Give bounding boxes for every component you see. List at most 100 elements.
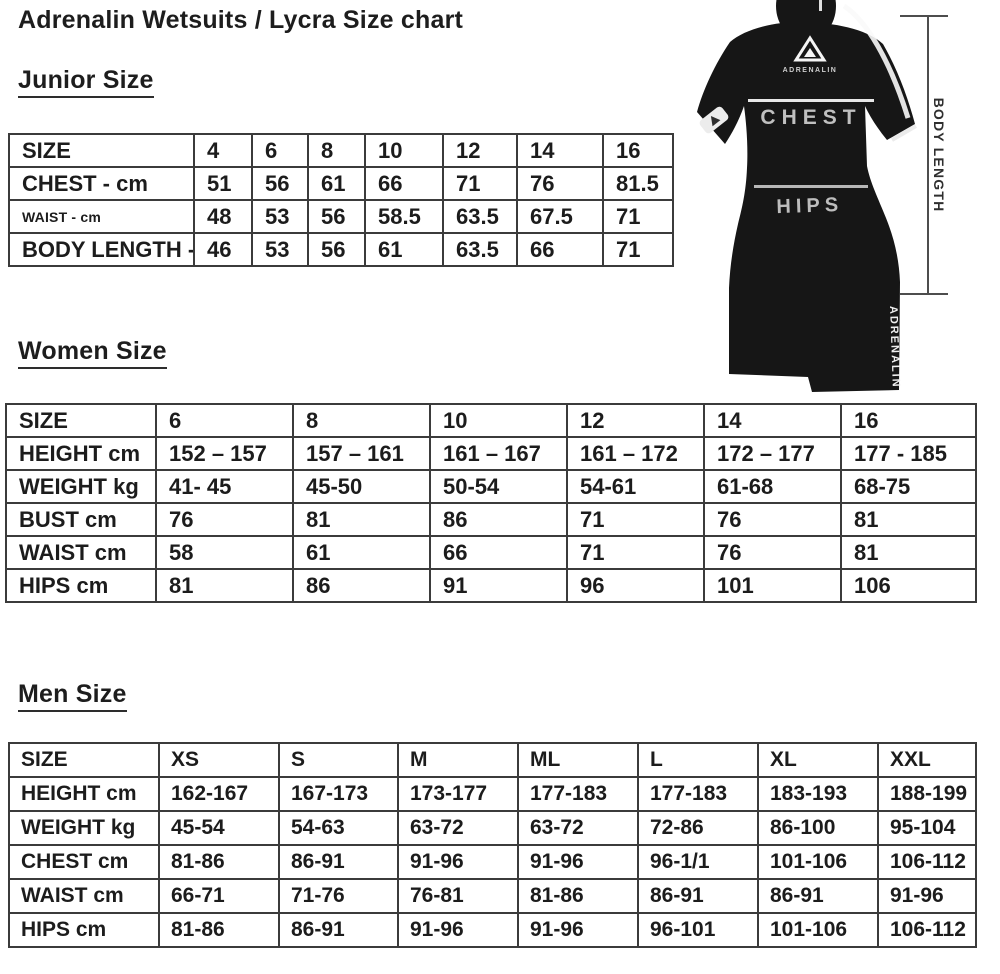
row-header: WEIGHT kg — [5, 469, 157, 504]
size-cell: 81-86 — [517, 878, 639, 914]
size-cell: 50-54 — [429, 469, 568, 504]
size-cell: 106-112 — [877, 844, 977, 880]
size-cell: 101-106 — [757, 844, 879, 880]
size-cell: XS — [158, 742, 280, 778]
size-cell: S — [278, 742, 399, 778]
size-cell: XL — [757, 742, 879, 778]
table-row: WAIST - cm 48 53 56 58.5 63.5 67.5 71 — [8, 199, 674, 234]
size-cell: 81 — [840, 535, 977, 570]
size-cell: 172 – 177 — [703, 436, 842, 471]
row-header: BODY LENGTH - cm — [8, 232, 195, 267]
size-cell: 61 — [364, 232, 444, 267]
size-cell: 81 — [155, 568, 294, 603]
size-cell: 51 — [193, 166, 253, 201]
table-row: CHEST cm 81-86 86-91 91-96 91-96 96-1/1 101-10… — [8, 844, 977, 880]
size-cell: 66 — [429, 535, 568, 570]
size-cell: 81 — [292, 502, 431, 537]
size-cell: 72-86 — [637, 810, 759, 846]
size-cell: 86-91 — [278, 912, 399, 948]
size-cell: 12 — [566, 403, 705, 438]
junior-size-heading: Junior Size — [18, 66, 154, 98]
size-cell: 101-106 — [757, 912, 879, 948]
size-cell: 91-96 — [517, 844, 639, 880]
size-cell: 14 — [516, 133, 604, 168]
size-cell: 81-86 — [158, 844, 280, 880]
size-cell: 81 — [840, 502, 977, 537]
size-cell: 41- 45 — [155, 469, 294, 504]
chest-label: CHEST — [760, 106, 861, 129]
size-cell: 96 — [566, 568, 705, 603]
size-cell: 96-101 — [637, 912, 759, 948]
table-row: SIZE XS S M ML L XL XXL — [8, 742, 977, 778]
men-size-table: SIZE XS S M ML L XL XXL HEIGHT cm 162-167 167-173 1… — [8, 742, 977, 948]
size-cell: L — [637, 742, 759, 778]
size-cell: 91-96 — [397, 912, 519, 948]
row-header: HEIGHT cm — [5, 436, 157, 471]
size-cell: 12 — [442, 133, 518, 168]
size-cell: 8 — [307, 133, 366, 168]
size-cell: 76 — [516, 166, 604, 201]
size-cell: 63-72 — [397, 810, 519, 846]
size-cell: 76 — [155, 502, 294, 537]
size-cell: 56 — [251, 166, 309, 201]
size-cell: 167-173 — [278, 776, 399, 812]
size-cell: ML — [517, 742, 639, 778]
row-header: CHEST - cm — [8, 166, 195, 201]
women-size-heading: Women Size — [18, 337, 167, 369]
size-cell: 106-112 — [877, 912, 977, 948]
size-cell: 71 — [442, 166, 518, 201]
size-cell: 46 — [193, 232, 253, 267]
row-header: SIZE — [8, 742, 160, 778]
size-cell: 76-81 — [397, 878, 519, 914]
row-header: WAIST - cm — [8, 199, 195, 234]
chest-line — [748, 99, 874, 102]
size-cell: 86-100 — [757, 810, 879, 846]
leg-brand-text: ADRENALIN — [887, 306, 902, 389]
body-length-dimension-line — [900, 15, 948, 295]
size-cell: 152 – 157 — [155, 436, 294, 471]
size-cell: 56 — [307, 232, 366, 267]
page-title: Adrenalin Wetsuits / Lycra Size chart — [18, 6, 464, 34]
size-cell: 58 — [155, 535, 294, 570]
size-cell: 71-76 — [278, 878, 399, 914]
size-cell: 177 - 185 — [840, 436, 977, 471]
size-cell: 183-193 — [757, 776, 879, 812]
size-cell: 10 — [364, 133, 444, 168]
zipper-icon — [819, 0, 822, 11]
row-header: HEIGHT cm — [8, 776, 160, 812]
size-cell: 53 — [251, 232, 309, 267]
wetsuit-silhouette — [697, 21, 915, 392]
size-cell: 6 — [155, 403, 294, 438]
row-header: HIPS cm — [8, 912, 160, 948]
table-row: WAIST cm 58 61 66 71 76 81 — [5, 535, 977, 570]
table-row: HIPS cm 81 86 91 96 101 106 — [5, 568, 977, 603]
size-cell: 53 — [251, 199, 309, 234]
size-cell: 45-50 — [292, 469, 431, 504]
size-cell: 63-72 — [517, 810, 639, 846]
size-cell: 48 — [193, 199, 253, 234]
size-cell: 76 — [703, 535, 842, 570]
size-cell: 188-199 — [877, 776, 977, 812]
size-cell: 54-61 — [566, 469, 705, 504]
size-cell: 101 — [703, 568, 842, 603]
table-row: HEIGHT cm 162-167 167-173 173-177 177-183 177… — [8, 776, 977, 812]
size-cell: 162-167 — [158, 776, 280, 812]
size-cell: 91-96 — [517, 912, 639, 948]
table-row: CHEST - cm 51 56 61 66 71 76 81.5 — [8, 166, 674, 201]
size-cell: 10 — [429, 403, 568, 438]
size-cell: 16 — [602, 133, 674, 168]
size-cell: 86-91 — [757, 878, 879, 914]
body-length-label: BODY LENGTH — [931, 98, 947, 213]
size-cell: 86 — [429, 502, 568, 537]
size-cell: 63.5 — [442, 199, 518, 234]
size-cell: 161 – 167 — [429, 436, 568, 471]
size-cell: 66 — [364, 166, 444, 201]
size-cell: 96-1/1 — [637, 844, 759, 880]
size-cell: 86-91 — [278, 844, 399, 880]
size-cell: 95-104 — [877, 810, 977, 846]
size-cell: 91-96 — [397, 844, 519, 880]
table-row: WEIGHT kg 45-54 54-63 63-72 63-72 72-86 86-100… — [8, 810, 977, 846]
size-cell: M — [397, 742, 519, 778]
